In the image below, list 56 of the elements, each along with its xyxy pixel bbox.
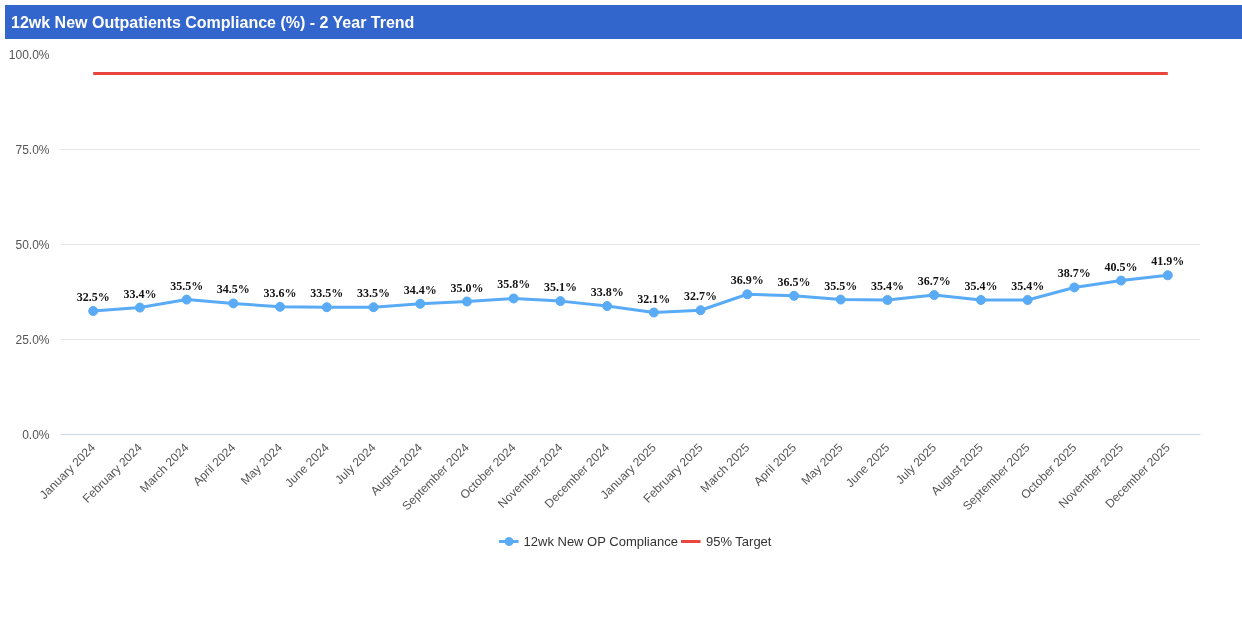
data-label: 32.5% xyxy=(76,290,110,304)
data-label: 33.5% xyxy=(357,286,391,301)
point xyxy=(1162,270,1173,281)
data-label: 36.5% xyxy=(777,274,811,289)
point xyxy=(321,302,332,313)
point xyxy=(275,301,286,312)
data-label: 35.8% xyxy=(497,277,531,292)
data-label: 35.5% xyxy=(170,278,204,293)
point xyxy=(648,307,659,318)
y-tick-label: 0.0% xyxy=(22,427,50,442)
point xyxy=(975,294,986,305)
data-label: 33.6% xyxy=(263,285,297,300)
point xyxy=(602,301,613,312)
point xyxy=(1022,294,1033,305)
data-label: 41.9% xyxy=(1151,254,1185,269)
data-label: 34.4% xyxy=(403,282,437,297)
point xyxy=(929,290,940,301)
data-label: 35.0% xyxy=(450,280,484,295)
data-label: 32.1% xyxy=(637,291,671,306)
point xyxy=(461,296,472,307)
data-label: 35.4% xyxy=(964,278,998,293)
point xyxy=(134,302,145,313)
data-label: 33.4% xyxy=(123,286,157,301)
data-label: 35.4% xyxy=(1011,278,1045,293)
point xyxy=(1116,275,1127,286)
point xyxy=(508,293,519,304)
point xyxy=(1069,282,1080,293)
data-label: 38.7% xyxy=(1057,266,1091,281)
point xyxy=(742,289,753,300)
data-label: 36.7% xyxy=(917,274,951,289)
data-label: 33.8% xyxy=(590,285,624,300)
data-label: 35.5% xyxy=(824,278,858,293)
point xyxy=(88,306,99,316)
data-label: 36.9% xyxy=(730,273,764,288)
data-label: 40.5% xyxy=(1104,259,1138,274)
point xyxy=(415,298,426,309)
point xyxy=(789,290,800,301)
point xyxy=(695,305,706,316)
y-tick-label: 75.0% xyxy=(15,142,50,157)
y-tick-label: 50.0% xyxy=(15,237,50,252)
chart-title: 12wk New Outpatients Compliance (%) - 2 Year Trend xyxy=(11,13,415,33)
data-label: 32.7% xyxy=(684,289,718,304)
data-label: 33.5% xyxy=(310,286,344,301)
point xyxy=(882,294,893,305)
data-label: 35.1% xyxy=(543,280,577,295)
data-label: 34.5% xyxy=(216,282,250,297)
legend-label: 95% Target xyxy=(705,533,772,549)
point xyxy=(835,294,846,305)
point xyxy=(555,296,566,307)
y-tick-label: 25.0% xyxy=(15,332,50,347)
data-label: 35.4% xyxy=(870,278,904,293)
point xyxy=(181,294,192,305)
point xyxy=(368,302,379,313)
legend-label: 12wk New OP Compliance xyxy=(523,533,678,549)
point xyxy=(228,298,239,309)
y-tick-label: 100.0% xyxy=(8,47,50,62)
